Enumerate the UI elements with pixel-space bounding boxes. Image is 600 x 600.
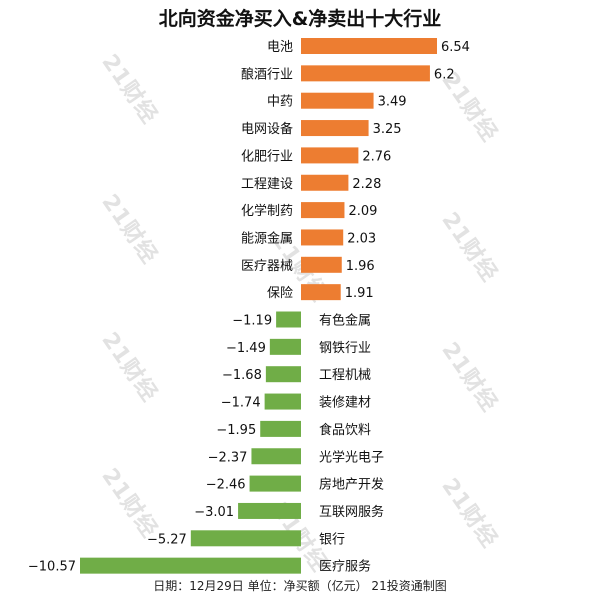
bar	[260, 420, 301, 437]
category-label: 化肥行业	[241, 149, 293, 164]
bar	[301, 38, 437, 54]
value-label: −1.19	[232, 314, 272, 329]
value-label: 2.76	[362, 149, 391, 164]
category-label: 医疗服务	[319, 559, 371, 575]
category-label: 光学光电子	[319, 449, 384, 465]
category-label: 酿酒行业	[241, 66, 293, 82]
bar	[301, 92, 374, 109]
value-label: 3.49	[378, 95, 407, 110]
bar	[301, 147, 359, 164]
category-label: 银行	[319, 532, 345, 547]
category-label: 钢铁行业	[319, 341, 371, 356]
value-label: 1.91	[345, 286, 374, 301]
category-label: 食品饮料	[319, 422, 371, 438]
value-label: 1.96	[346, 259, 375, 274]
value-label: −1.68	[222, 368, 262, 383]
value-label: −1.95	[216, 423, 256, 438]
category-label: 工程机械	[319, 368, 371, 383]
category-label: 电网设备	[241, 121, 293, 137]
bar	[238, 502, 301, 519]
value-label: −2.37	[208, 450, 248, 465]
chart-footer: 日期：12月29日 单位：净买额（亿元） 21投资通制图	[153, 579, 447, 593]
category-label: 有色金属	[319, 313, 371, 329]
category-label: 工程建设	[241, 177, 293, 192]
value-label: 3.25	[373, 122, 402, 137]
bar	[264, 393, 301, 410]
bar	[301, 256, 342, 273]
bar	[276, 311, 301, 328]
bar	[301, 284, 341, 301]
bar	[251, 448, 301, 465]
value-label: −1.74	[221, 396, 261, 411]
bar	[301, 174, 349, 191]
value-label: 2.09	[348, 204, 377, 219]
category-label: 中药	[267, 95, 293, 110]
bar	[269, 338, 301, 355]
value-label: −1.49	[226, 341, 266, 356]
category-label: 装修建材	[319, 396, 371, 411]
value-label: −5.27	[147, 532, 187, 547]
value-label: −2.46	[206, 478, 246, 493]
category-label: 能源金属	[241, 230, 293, 246]
value-label: 2.28	[352, 177, 381, 192]
value-label: 6.54	[441, 40, 470, 55]
bar	[80, 557, 301, 574]
category-label: 房地产开发	[319, 477, 384, 493]
chart-title: 北向资金净买入&净卖出十大行业	[158, 8, 442, 30]
bar	[301, 229, 344, 246]
bar	[301, 120, 369, 137]
value-label: 2.03	[347, 231, 376, 246]
bar	[249, 475, 301, 492]
category-label: 医疗器械	[241, 259, 293, 274]
value-label: 6.2	[434, 67, 455, 82]
category-label: 互联网服务	[319, 504, 384, 520]
value-label: −10.57	[28, 560, 76, 575]
bar	[190, 530, 301, 547]
category-label: 保险	[267, 286, 293, 301]
bar	[301, 202, 345, 219]
category-label: 化学制药	[241, 203, 293, 219]
value-label: −3.01	[194, 505, 234, 520]
category-label: 电池	[267, 40, 293, 55]
bar	[301, 65, 430, 82]
bar	[265, 366, 301, 383]
